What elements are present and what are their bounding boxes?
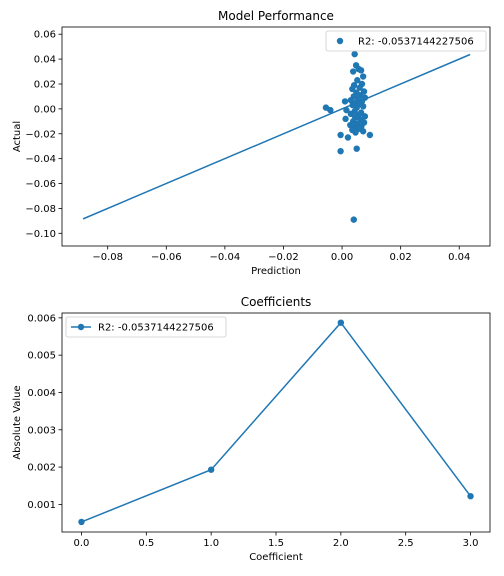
y-tick-label: −0.04 — [25, 154, 56, 165]
data-point — [349, 85, 356, 93]
x-tick-label: 0.04 — [448, 252, 470, 263]
x-tick-label: 3.0 — [463, 538, 479, 549]
data-point — [341, 98, 349, 105]
data-point — [337, 131, 344, 139]
data-point — [347, 110, 355, 118]
data-point — [337, 319, 345, 326]
legend-label: R2: -0.0537144227506 — [358, 37, 474, 48]
y-tick-label: −0.08 — [25, 204, 56, 215]
chart-title: Coefficients — [241, 295, 312, 309]
y-tick-label: 0.02 — [34, 79, 56, 90]
data-point — [337, 147, 344, 155]
legend: R2: -0.0537144227506 — [325, 30, 487, 52]
data-point — [207, 466, 215, 473]
legend-box — [65, 316, 227, 338]
y-tick-label: 0.003 — [27, 425, 56, 436]
data-point — [355, 65, 362, 73]
data-point — [467, 492, 474, 500]
chart-title: Model Performance — [218, 9, 334, 23]
y-tick-label: 0.002 — [27, 463, 56, 474]
data-point — [359, 103, 367, 110]
legend: R2: -0.0537144227506 — [65, 316, 227, 338]
data-point — [352, 129, 359, 136]
y-tick-label: 0.001 — [27, 500, 56, 511]
y-tick-label: −0.06 — [25, 179, 56, 190]
data-point — [359, 128, 367, 135]
series-line — [81, 321, 472, 523]
data-point — [356, 84, 363, 91]
data-point — [327, 106, 334, 114]
x-axis-label: Coefficient — [249, 552, 303, 563]
y-axis-label: Absolute Value — [12, 385, 23, 459]
data-point — [353, 145, 360, 152]
y-tick-label: −0.02 — [25, 129, 56, 140]
x-tick-label: −0.04 — [210, 252, 241, 263]
y-tick-label: 0.06 — [34, 30, 56, 41]
plot-frame — [61, 312, 491, 533]
x-tick-label: −0.06 — [151, 252, 182, 263]
y-tick-label: 0.005 — [27, 351, 56, 362]
data-point — [350, 216, 357, 223]
y-tick-label: 0.004 — [27, 388, 56, 399]
y-tick-label: 0.04 — [34, 55, 56, 66]
x-tick-label: 2.5 — [398, 538, 414, 549]
y-tick-label: 0.00 — [34, 104, 56, 115]
plot-frame — [61, 26, 491, 247]
legend-box — [325, 30, 487, 52]
data-point — [342, 115, 349, 123]
y-axis-label: Actual — [12, 121, 23, 152]
data-point — [349, 68, 357, 75]
chart-1: Model Performance −0.08 −0.06 −0.04 −0.02 0.0… — [12, 9, 491, 277]
data-point — [366, 131, 374, 139]
x-tick-label: −0.08 — [92, 252, 123, 263]
legend-label: R2: -0.0537144227506 — [98, 323, 214, 334]
x-tick-label: 1.5 — [268, 538, 284, 549]
x-tick-label: 2.0 — [333, 538, 349, 549]
data-point — [343, 106, 350, 114]
data-point — [351, 50, 358, 58]
x-tick-label: 1.0 — [203, 538, 219, 549]
x-tick-label: 0.5 — [138, 538, 154, 549]
data-point — [78, 518, 85, 526]
x-tick-label: 0.02 — [390, 252, 412, 263]
data-point — [359, 73, 367, 80]
data-point — [354, 77, 361, 84]
x-tick-label: −0.02 — [268, 252, 299, 263]
x-tick-label: 0.0 — [74, 538, 90, 549]
legend-marker — [336, 37, 344, 45]
y-tick-label: 0.006 — [27, 313, 56, 324]
legend-marker — [77, 323, 85, 331]
data-point — [347, 96, 355, 104]
x-axis-label: Prediction — [251, 266, 301, 277]
chart-2: Coefficients 0.0 0.5 1.0 1.5 2.0 2.5 3.0 0.001 0.… — [12, 295, 491, 563]
data-point — [361, 113, 369, 120]
x-tick-label: 0.00 — [331, 252, 353, 263]
y-tick-label: −0.10 — [25, 229, 56, 240]
data-point — [344, 134, 352, 141]
reference-line — [82, 53, 471, 220]
